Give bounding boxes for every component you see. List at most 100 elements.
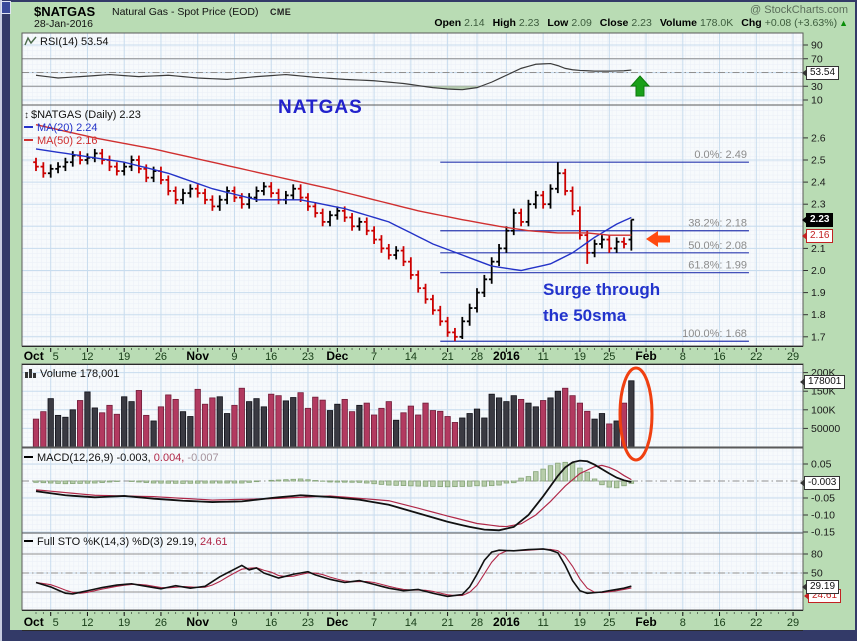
macd-legend-main: MACD(12,26,9) -0.003, — [37, 452, 151, 464]
rsi-legend-label: RSI(14) 53.54 — [40, 36, 109, 48]
surge-annotation: Surge through the 50sma — [543, 277, 660, 329]
svg-text:-0.05: -0.05 — [811, 493, 835, 505]
svg-text:8: 8 — [680, 351, 686, 363]
y-axis-labels: 907030102.62.52.42.32.12.01.91.81.7200K1… — [803, 40, 840, 580]
svg-text:14: 14 — [405, 351, 417, 363]
svg-text:16: 16 — [713, 351, 725, 363]
svg-text:100K: 100K — [811, 404, 836, 416]
ma50-line-icon — [24, 139, 33, 141]
panel-backgrounds — [22, 33, 803, 610]
svg-text:2.6: 2.6 — [811, 132, 826, 144]
quote-value: 2.23 — [518, 17, 540, 29]
ticker-symbol: $NATGAS — [34, 4, 96, 19]
svg-text:80: 80 — [811, 549, 823, 561]
svg-text:25: 25 — [603, 617, 615, 629]
date-axis-bands: Oct 5 12 19 26 Nov 9 16 23 Dec 7 14 21 28 2016 11 19 25 Fe… — [22, 346, 803, 631]
svg-text:2.3: 2.3 — [811, 199, 826, 211]
sto-k-callout: 29.19 — [801, 580, 840, 594]
macd-legend: MACD(12,26,9) -0.003, 0.004, -0.007 — [24, 452, 219, 464]
svg-text:1.9: 1.9 — [811, 287, 826, 299]
volume-indicator-icon — [25, 369, 36, 378]
annotation-graphics — [618, 75, 670, 462]
macd-line-icon — [24, 456, 33, 458]
sto-legend: Full STO %K(14,3) %D(3) 29.19, 24.61 — [24, 536, 228, 548]
svg-text:-0.10: -0.10 — [811, 510, 835, 522]
macd-panel — [33, 459, 635, 532]
svg-text:19: 19 — [118, 617, 130, 629]
svg-text:12: 12 — [81, 351, 93, 363]
svg-text:16: 16 — [265, 351, 277, 363]
svg-text:Oct: Oct — [24, 615, 44, 629]
svg-text:100.0%: 1.68: 100.0%: 1.68 — [682, 328, 747, 340]
quote-value: 178.0K — [699, 17, 734, 29]
svg-text:7: 7 — [371, 617, 377, 629]
svg-text:50000: 50000 — [811, 423, 840, 435]
svg-text:21: 21 — [441, 617, 453, 629]
svg-text:29: 29 — [787, 351, 799, 363]
green-up-arrow-icon — [629, 75, 651, 97]
svg-text:61.8%: 1.99: 61.8%: 1.99 — [688, 260, 747, 272]
surge-annotation-line2: the 50sma — [543, 306, 627, 325]
svg-text:30: 30 — [811, 81, 823, 93]
svg-text:19: 19 — [118, 351, 130, 363]
quote-value: 2.14 — [464, 17, 485, 29]
ma20-legend: MA(20) 2.24 — [24, 122, 98, 134]
price-style-icon: ↕ — [24, 110, 29, 121]
ma20-legend-label: MA(20) 2.24 — [37, 122, 98, 134]
price-close-callout: 2.23 — [801, 213, 834, 227]
quote-label: Close — [599, 17, 629, 29]
rsi-legend: RSI(14) 53.54 — [24, 36, 108, 48]
quote-label: High — [492, 17, 516, 29]
svg-text:Feb: Feb — [635, 349, 656, 363]
ma50-legend-label: MA(50) 2.16 — [37, 135, 98, 147]
svg-text:7: 7 — [371, 351, 377, 363]
svg-text:Feb: Feb — [635, 615, 656, 629]
svg-text:Oct: Oct — [24, 349, 44, 363]
quote-label: Open — [434, 17, 462, 29]
svg-text:2.4: 2.4 — [811, 177, 826, 189]
volume-legend-label: Volume 178,001 — [40, 368, 120, 380]
exchange-label: CME — [270, 7, 292, 17]
svg-text:90: 90 — [811, 40, 823, 52]
svg-text:29: 29 — [787, 617, 799, 629]
quote-value: 2.09 — [571, 17, 592, 29]
sto-line-icon — [24, 540, 33, 542]
svg-text:9: 9 — [231, 351, 237, 363]
svg-text:26: 26 — [155, 617, 167, 629]
svg-text:25: 25 — [603, 351, 615, 363]
svg-text:11: 11 — [537, 351, 548, 363]
left-edge-strip — [0, 0, 2, 641]
rsi-indicator-icon — [24, 36, 37, 46]
svg-text:50: 50 — [811, 568, 823, 580]
instrument-name: Natural Gas - Spot Price (EOD) — [112, 6, 259, 18]
stockcharts-watermark: @ StockCharts.com — [750, 4, 848, 16]
macd-value-callout: -0.003 — [799, 476, 841, 490]
chart-date: 28-Jan-2016 — [34, 18, 93, 30]
svg-text:19: 19 — [574, 351, 586, 363]
svg-text:70: 70 — [811, 53, 823, 65]
svg-text:10: 10 — [811, 95, 823, 107]
svg-text:5: 5 — [53, 351, 59, 363]
svg-text:21: 21 — [441, 351, 453, 363]
quote-label: Chg — [741, 17, 762, 29]
volume-legend: Volume 178,001 — [24, 368, 120, 380]
svg-text:28: 28 — [471, 351, 483, 363]
svg-text:16: 16 — [265, 617, 277, 629]
ma50-legend: MA(50) 2.16 — [24, 135, 98, 147]
svg-text:Dec: Dec — [326, 349, 348, 363]
svg-text:Nov: Nov — [186, 349, 209, 363]
svg-text:12: 12 — [81, 617, 93, 629]
svg-text:23: 23 — [302, 617, 314, 629]
svg-text:2016: 2016 — [493, 349, 520, 363]
svg-text:2.1: 2.1 — [811, 243, 826, 255]
svg-text:23: 23 — [302, 351, 314, 363]
svg-text:22: 22 — [750, 351, 762, 363]
moving-averages — [35, 123, 632, 272]
change-up-arrow-icon: ▲ — [839, 18, 848, 28]
stochastics-panel — [35, 548, 632, 598]
quote-label: Low — [547, 17, 569, 29]
quote-summary: Open 2.14 High 2.23 Low 2.09 Close 2.23 Volume 17… — [426, 17, 848, 29]
orange-highlight-ellipse — [618, 366, 654, 462]
